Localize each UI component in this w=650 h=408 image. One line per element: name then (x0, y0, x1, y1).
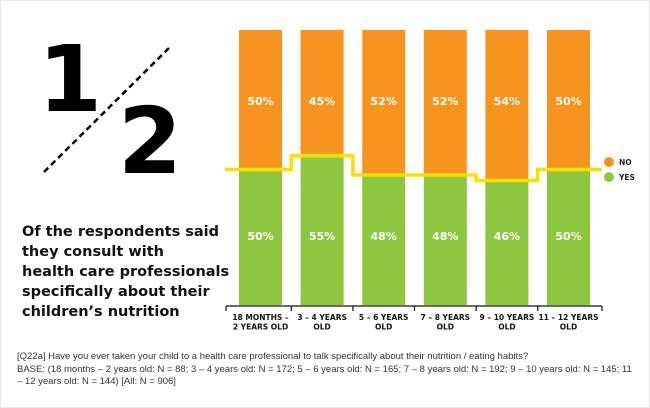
legend-label-yes: YES (618, 173, 635, 182)
footnote-base: BASE: (18 months – 2 years old: N = 88; … (17, 363, 632, 388)
bar-yes (300, 153, 344, 305)
data-label-yes: 55% (309, 230, 335, 243)
headline-line: children’s nutrition (22, 304, 180, 320)
x-tick-label: 11 – 12 YEARS (539, 313, 599, 322)
x-tick-label: OLD (437, 323, 454, 332)
x-tick-label: OLD (375, 323, 392, 332)
bar-no (485, 30, 529, 179)
x-tick-label: OLD (313, 323, 330, 332)
x-tick-label: 5 – 6 YEARS (359, 313, 409, 322)
legend-label-no: NO (619, 158, 632, 167)
data-label-no: 45% (309, 95, 335, 108)
data-label-no: 50% (247, 95, 273, 108)
bar-no (547, 30, 590, 168)
data-label-no: 52% (432, 95, 458, 108)
data-label-yes: 50% (555, 230, 581, 243)
bar-no (362, 30, 406, 173)
fraction-numerator: 1 (38, 26, 102, 133)
footnote-question: [Q22a] Have you ever taken your child to… (17, 351, 529, 362)
legend: NO YES (604, 157, 635, 182)
fraction-slash (43, 47, 170, 173)
step-line (225, 154, 602, 183)
headline-line: Of the respondents said (22, 224, 220, 240)
headline-line: they consult with (22, 244, 164, 260)
data-label-yes: 48% (371, 230, 397, 243)
legend-marker-yes (604, 172, 614, 182)
x-tick-label: OLD (498, 323, 515, 332)
footnote: [Q22a] Have you ever taken your child to… (17, 351, 637, 389)
data-label-yes: 48% (432, 230, 458, 243)
x-tick-label: OLD (560, 323, 577, 332)
bar-yes (362, 173, 406, 305)
bars-group: 50% 50% 45% 55% 52% 48% 52% 48% 54% 46% 50% 50% (239, 30, 590, 305)
x-tick-label: 3 – 4 YEARS (297, 313, 347, 322)
data-label-no: 54% (494, 95, 520, 108)
headline-line: specifically about their (22, 284, 210, 300)
bar-yes (547, 167, 590, 305)
bar-yes (239, 167, 282, 305)
x-tick-label: 7 – 8 YEARS (421, 313, 471, 322)
data-label-no: 50% (555, 95, 581, 108)
x-tick-label: 2 YEARS OLD (233, 323, 288, 332)
headline-text: Of the respondents said they consult wit… (22, 222, 232, 322)
data-label-no: 52% (371, 95, 397, 108)
fraction-denominator: 2 (118, 88, 183, 195)
x-tick-label: 18 MONTHS – (232, 313, 289, 322)
data-label-yes: 46% (494, 230, 520, 243)
x-tick-label: 9 – 10 YEARS (480, 313, 535, 322)
bar-no (423, 30, 467, 173)
data-label-yes: 50% (247, 230, 273, 243)
bar-no (239, 30, 282, 168)
legend-marker-no (604, 157, 614, 167)
bar-yes (423, 173, 467, 305)
bar-yes (485, 178, 529, 305)
headline-line: health care professionals (22, 264, 230, 280)
bar-no (300, 30, 344, 154)
step-line-group (225, 154, 602, 183)
